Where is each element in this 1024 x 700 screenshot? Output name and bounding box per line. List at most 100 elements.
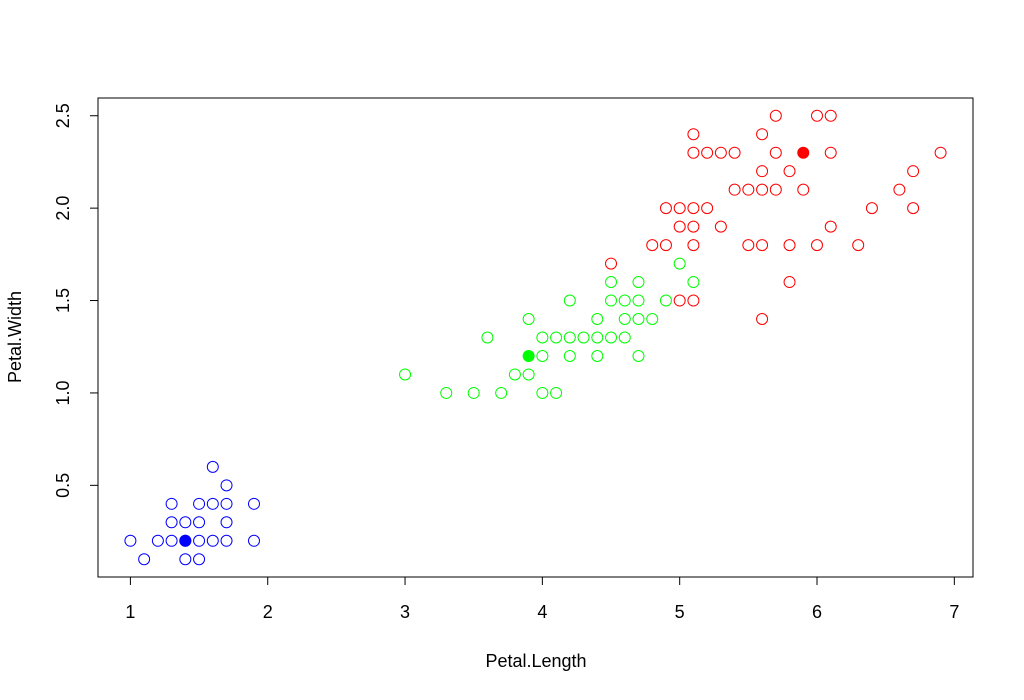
y-tick-label: 0.5: [53, 473, 73, 498]
x-tick-label: 6: [812, 602, 822, 622]
point: [728, 183, 741, 196]
point: [124, 534, 137, 547]
point: [591, 331, 604, 344]
point: [659, 239, 672, 252]
point: [536, 386, 549, 399]
point: [687, 276, 700, 289]
point: [824, 146, 837, 159]
y-tick-label: 2.0: [53, 196, 73, 221]
point: [811, 109, 824, 122]
point: [563, 331, 576, 344]
point: [934, 146, 947, 159]
point: [852, 239, 865, 252]
point: [605, 276, 618, 289]
point: [220, 497, 233, 510]
point: [673, 257, 686, 270]
point: [206, 460, 219, 473]
point: [495, 386, 508, 399]
point: [193, 497, 206, 510]
point: [522, 313, 535, 326]
point: [220, 479, 233, 492]
point: [687, 202, 700, 215]
point: [673, 294, 686, 307]
point: [605, 331, 618, 344]
point: [179, 553, 192, 566]
point: [577, 331, 590, 344]
point: [714, 146, 727, 159]
point: [756, 165, 769, 178]
point: [618, 331, 631, 344]
point: [247, 497, 260, 510]
point: [605, 257, 618, 270]
center-point: [797, 146, 810, 159]
point: [618, 313, 631, 326]
point: [701, 202, 714, 215]
point: [756, 239, 769, 252]
point: [591, 313, 604, 326]
center-point: [522, 349, 535, 362]
point: [769, 146, 782, 159]
point: [714, 220, 727, 233]
point: [399, 368, 412, 381]
point: [550, 331, 563, 344]
point: [659, 202, 672, 215]
point: [811, 239, 824, 252]
point: [646, 313, 659, 326]
y-tick-label: 1.5: [53, 288, 73, 313]
point: [687, 128, 700, 141]
x-tick-label: 5: [675, 602, 685, 622]
point: [756, 128, 769, 141]
y-axis-title: Petal.Width: [5, 291, 25, 383]
point: [632, 349, 645, 362]
point: [220, 516, 233, 529]
point: [742, 183, 755, 196]
point: [632, 313, 645, 326]
point: [687, 239, 700, 252]
point: [742, 239, 755, 252]
point: [165, 516, 178, 529]
point: [193, 534, 206, 547]
point: [536, 331, 549, 344]
point: [522, 368, 535, 381]
point: [824, 220, 837, 233]
point: [508, 368, 521, 381]
point: [673, 220, 686, 233]
point: [824, 109, 837, 122]
point: [769, 183, 782, 196]
y-tick-label: 1.0: [53, 380, 73, 405]
point: [756, 313, 769, 326]
center-point: [179, 534, 192, 547]
point: [865, 202, 878, 215]
x-tick-label: 7: [949, 602, 959, 622]
point: [783, 165, 796, 178]
point: [907, 165, 920, 178]
x-tick-label: 2: [263, 602, 273, 622]
point: [687, 146, 700, 159]
plot-frame: [97, 97, 974, 578]
point: [907, 202, 920, 215]
x-tick-label: 4: [537, 602, 547, 622]
point: [179, 516, 192, 529]
point: [193, 516, 206, 529]
point: [220, 534, 233, 547]
x-axis-title: Petal.Length: [485, 651, 586, 671]
x-tick-label: 3: [400, 602, 410, 622]
point: [632, 294, 645, 307]
point: [797, 183, 810, 196]
point: [632, 276, 645, 289]
point: [673, 202, 686, 215]
point: [151, 534, 164, 547]
point: [783, 276, 796, 289]
x-tick-label: 1: [125, 602, 135, 622]
point: [481, 331, 494, 344]
point: [687, 220, 700, 233]
point: [563, 294, 576, 307]
point: [893, 183, 906, 196]
point: [591, 349, 604, 362]
point: [728, 146, 741, 159]
point: [206, 534, 219, 547]
point: [536, 349, 549, 362]
point: [687, 294, 700, 307]
point: [193, 553, 206, 566]
